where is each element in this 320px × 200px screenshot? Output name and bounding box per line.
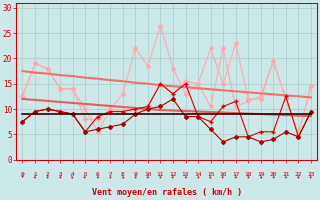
Text: ↙: ↙: [19, 172, 26, 179]
Text: ↙: ↙: [307, 172, 315, 179]
Text: ↙: ↙: [232, 172, 239, 179]
Text: ↙: ↙: [44, 172, 51, 179]
Text: ↙: ↙: [295, 172, 302, 179]
Text: ↙: ↙: [107, 172, 114, 179]
Text: ↙: ↙: [182, 172, 189, 179]
X-axis label: Vent moyen/en rafales ( km/h ): Vent moyen/en rafales ( km/h ): [92, 188, 242, 197]
Text: ↙: ↙: [69, 172, 76, 179]
Text: ↙: ↙: [144, 172, 151, 179]
Text: ↙: ↙: [94, 172, 101, 179]
Text: ↙: ↙: [119, 172, 126, 179]
Text: ↙: ↙: [157, 172, 164, 179]
Text: ↙: ↙: [257, 172, 264, 179]
Text: ↙: ↙: [220, 172, 227, 179]
Text: ↙: ↙: [82, 172, 89, 179]
Text: ↙: ↙: [270, 172, 277, 179]
Text: ↙: ↙: [282, 172, 290, 179]
Text: ↙: ↙: [31, 172, 39, 179]
Text: ↙: ↙: [132, 172, 139, 179]
Text: ↙: ↙: [57, 172, 64, 179]
Text: ↙: ↙: [245, 172, 252, 179]
Text: ↙: ↙: [195, 172, 202, 179]
Text: ↙: ↙: [169, 172, 177, 179]
Text: ↙: ↙: [207, 172, 214, 179]
